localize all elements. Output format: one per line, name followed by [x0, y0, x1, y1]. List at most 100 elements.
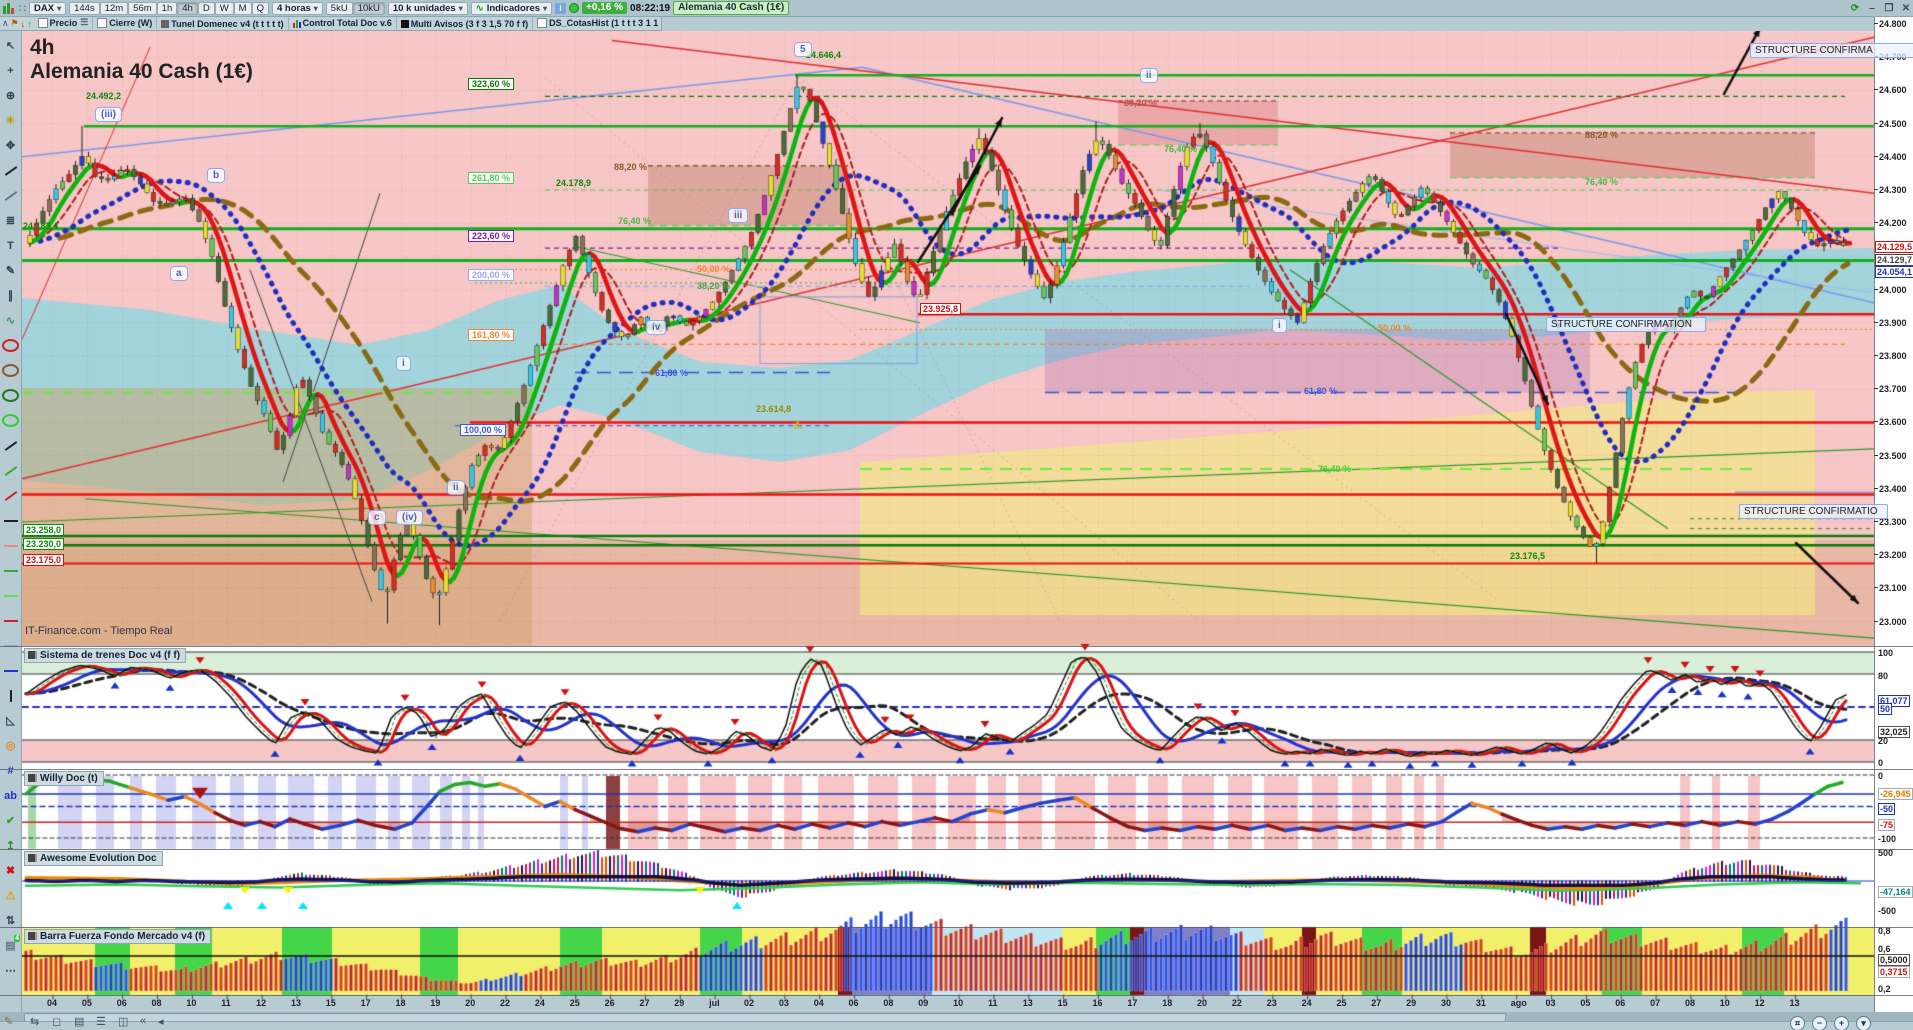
current-price-box: 24.129,5: [1875, 240, 1913, 253]
ellipse-red-tool[interactable]: [2, 337, 19, 354]
timeframe-1h[interactable]: 1h: [156, 1, 178, 15]
hline-lime-tool[interactable]: [2, 587, 19, 604]
close-red-icon[interactable]: ✖: [5, 865, 16, 877]
wave-chart-icon[interactable]: ∿: [5, 315, 16, 327]
zoom-fit-icon[interactable]: ⌗: [1790, 1016, 1805, 1030]
panel-axis-label: 50: [1878, 703, 1893, 715]
units-10kU[interactable]: 10kU: [352, 1, 385, 15]
trend-line-tool[interactable]: [2, 162, 19, 179]
line-green-tool[interactable]: [2, 462, 19, 479]
ellipse-lime-tool[interactable]: [2, 412, 19, 429]
symbol-select[interactable]: DAX ▾: [29, 1, 67, 15]
timeframe-W[interactable]: W: [214, 1, 234, 15]
target-tool[interactable]: ◎: [5, 740, 16, 752]
refresh-icon[interactable]: ⟳: [1850, 2, 1860, 14]
indicator-item-0[interactable]: Precio ☰: [34, 17, 94, 30]
edit-pencil-icon[interactable]: ✎: [4, 1016, 14, 1028]
app-logo-icon: [3, 2, 14, 14]
indicator-item-2[interactable]: Tunel Domenec v4 (t t t t t): [157, 17, 289, 30]
indicator-items: Precio ☰ Cierre (W) Tunel Domenec v4 (t t t…: [34, 17, 661, 30]
hand-tool[interactable]: ✥: [5, 140, 16, 152]
restore-button[interactable]: ❐: [1884, 2, 1894, 14]
line-red-tool[interactable]: [2, 487, 19, 504]
timeframe-D[interactable]: D: [197, 1, 215, 15]
indicator-item-5[interactable]: DS_CotasHist (1 t t t 3 1 1 t f f f f f …: [533, 17, 661, 29]
timeframe-select[interactable]: 4 horas ▾: [271, 1, 323, 15]
comment-icon[interactable]: ◻: [52, 1016, 62, 1028]
collapse-icon[interactable]: ∧: [2, 18, 9, 28]
info-icon[interactable]: i: [555, 2, 567, 14]
close-button[interactable]: ✕: [1901, 2, 1911, 14]
price-tick: 23.300: [1874, 517, 1907, 527]
indicators-menu[interactable]: ∿ Indicadores ▾: [470, 1, 553, 15]
timeframe-M[interactable]: M: [233, 1, 252, 15]
timeframe-56m[interactable]: 56m: [128, 1, 157, 15]
pointer-tool[interactable]: ↖: [5, 40, 16, 52]
thumbs-up-icon[interactable]: ↥: [5, 840, 16, 852]
warning-icon[interactable]: ⚠: [5, 890, 16, 902]
ellipse-green-tool[interactable]: [2, 387, 19, 404]
checkbox-icon[interactable]: [37, 17, 48, 28]
channel-tool[interactable]: ∥: [7, 290, 14, 302]
zoom-tool[interactable]: ⊕: [5, 90, 16, 102]
sliders-icon[interactable]: ☰: [96, 1016, 106, 1028]
panel-divider: [0, 995, 1913, 996]
star-tool[interactable]: ✳: [5, 115, 16, 127]
more-icon[interactable]: ⋯: [5, 965, 16, 977]
chart-canvas[interactable]: [22, 31, 1874, 1012]
vline-tool[interactable]: [2, 687, 19, 704]
clock: 08:22:19: [630, 2, 671, 14]
document-icon[interactable]: ▤: [74, 1016, 85, 1028]
ruler-tool[interactable]: ◺: [6, 715, 15, 727]
collapse-left-icon[interactable]: «: [140, 1015, 147, 1027]
indicator-item-1[interactable]: Cierre (W): [93, 17, 158, 30]
hline-lightblue-tool[interactable]: [2, 637, 19, 654]
fibonacci-tool[interactable]: ≣: [5, 215, 16, 227]
panel-axis-label: 0,3715: [1878, 966, 1910, 978]
minimize-button[interactable]: –: [1869, 2, 1875, 14]
chart-window-icon[interactable]: ◫: [118, 1016, 129, 1028]
sell-arrow-icon[interactable]: ↓: [20, 18, 26, 29]
hline-red-tool[interactable]: [2, 612, 19, 629]
units-select[interactable]: 10 k unidades ▾: [387, 1, 468, 15]
price-tick: 23.100: [1874, 583, 1907, 594]
timeframe-Q[interactable]: Q: [251, 1, 269, 15]
timeframe-144s[interactable]: 144s: [69, 1, 100, 15]
cursor-mode-icon[interactable]: ▾: [1856, 1016, 1871, 1030]
checkbox-icon[interactable]: [537, 17, 548, 28]
timeframe-4h[interactable]: 4h: [177, 1, 198, 15]
indicator-item-4[interactable]: Multi Avisos (3 f 3 1,5 70 f f): [397, 17, 534, 30]
list-icon[interactable]: ☰: [80, 17, 89, 28]
share-icon[interactable]: ⇆: [30, 1016, 40, 1028]
checkbox-icon[interactable]: [97, 17, 108, 28]
indicator-item-label: Tunel Domenec v4 (t t t t t): [171, 18, 284, 29]
hline-green-tool[interactable]: [2, 562, 19, 579]
line-black-tool[interactable]: [2, 437, 19, 454]
horizontal-scrollbar[interactable]: [0, 1012, 1913, 1022]
drawing-toolbar: ↖ + ⊕ ✳ ✥ ≣ T ✎ ∥ ∿ ◺ ◎ # ab ✔ ↥ ✖ ⚠ ⇅ ▤ 4 ⋯: [0, 31, 22, 1012]
timeframe-12m[interactable]: 12m: [99, 1, 129, 15]
ray-tool[interactable]: [2, 187, 19, 204]
zoom-out-icon[interactable]: −: [1812, 1016, 1827, 1030]
note-tool[interactable]: ✎: [5, 265, 16, 277]
units-5kU[interactable]: 5kU: [325, 1, 353, 15]
current-price-box: 24.129,7: [1875, 253, 1913, 266]
hline-blue-tool[interactable]: [2, 662, 19, 679]
numbers-tool[interactable]: #: [7, 764, 14, 777]
doc-gear-icon[interactable]: ▤ 4: [5, 935, 20, 952]
layout-grid-icon[interactable]: ∷: [19, 2, 26, 15]
ellipse-brown-tool[interactable]: [2, 362, 19, 379]
letters-tool[interactable]: ab: [4, 789, 17, 802]
zoom-in-icon[interactable]: +: [1834, 1016, 1849, 1030]
hline-black-tool[interactable]: [2, 512, 19, 529]
alarm-icon[interactable]: ⚑: [10, 18, 19, 28]
hline-salmon-tool[interactable]: [2, 537, 19, 554]
updown-icon[interactable]: ⇅: [5, 915, 16, 927]
price-axis[interactable]: 24.800 24.700 24.600 24.500 24.400 24.300 24.2…: [1874, 17, 1913, 1012]
buy-arrow-icon[interactable]: ↑: [27, 18, 32, 29]
indicator-item-3[interactable]: Control Total Doc v.6: [289, 17, 397, 30]
text-tool[interactable]: T: [7, 239, 14, 252]
scroll-left-icon[interactable]: ◂: [158, 1016, 164, 1028]
check-icon[interactable]: ✔: [5, 815, 16, 827]
crosshair-tool[interactable]: +: [7, 64, 14, 77]
